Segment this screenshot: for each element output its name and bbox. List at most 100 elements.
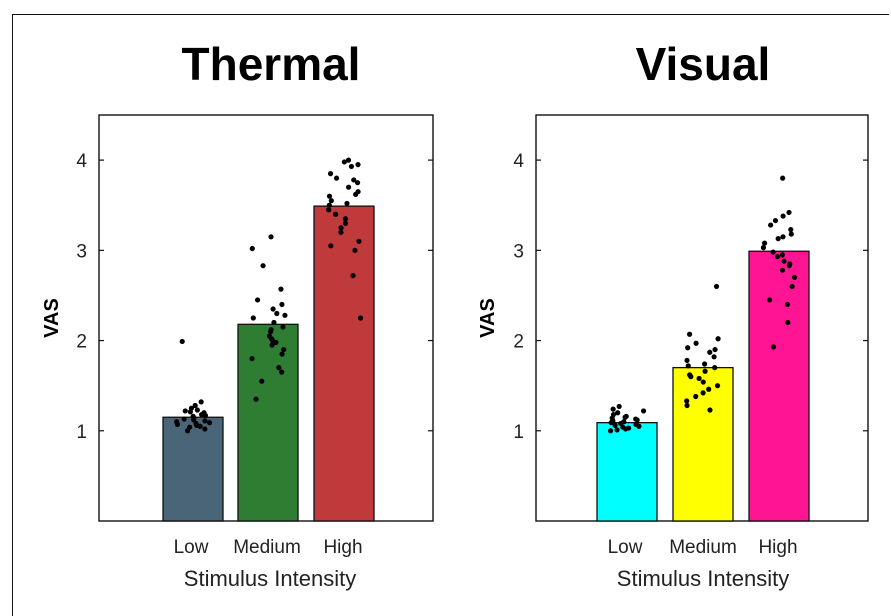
data-point: [780, 213, 786, 219]
data-point: [770, 344, 777, 350]
data-point: [772, 217, 779, 224]
y-tick-label: 4: [513, 151, 524, 172]
x-tick-label: High: [758, 537, 797, 558]
data-point: [326, 193, 333, 199]
data-point: [259, 378, 265, 384]
data-point: [784, 301, 791, 308]
data-point: [607, 428, 614, 434]
data-point: [684, 398, 690, 404]
bar-high: [313, 205, 375, 522]
data-point: [762, 240, 768, 246]
data-point: [341, 159, 347, 165]
x-tick-label: Low: [174, 537, 209, 558]
data-point: [775, 236, 781, 242]
data-point: [279, 301, 285, 308]
x-axis-label: Stimulus Intensity: [617, 566, 789, 591]
chart-title: Thermal: [182, 38, 361, 90]
data-point: [610, 406, 616, 412]
data-point: [350, 272, 356, 279]
data-point: [202, 426, 208, 432]
data-point: [356, 238, 362, 244]
data-point: [686, 331, 693, 337]
x-tick-label: High: [323, 537, 362, 558]
data-point: [333, 211, 339, 217]
data-point: [768, 222, 774, 228]
x-tick-label: Medium: [669, 537, 737, 558]
figure-frame: [12, 14, 889, 616]
data-point: [338, 225, 344, 231]
bar-low: [162, 416, 224, 522]
data-point: [249, 245, 255, 252]
data-point: [693, 340, 699, 346]
data-point: [612, 422, 618, 428]
data-point: [346, 184, 352, 190]
data-point: [342, 216, 349, 222]
data-point: [616, 403, 622, 410]
data-point: [342, 220, 349, 226]
data-point: [684, 402, 690, 409]
data-point: [770, 249, 776, 255]
data-point: [273, 339, 279, 345]
data-point: [779, 252, 785, 258]
data-point: [700, 390, 706, 396]
data-point: [712, 346, 718, 353]
data-point: [789, 283, 795, 290]
data-point: [197, 423, 203, 429]
data-point: [328, 243, 334, 249]
data-point: [268, 234, 274, 240]
data-point: [760, 245, 767, 251]
data-point: [280, 324, 286, 330]
data-point: [254, 297, 261, 303]
data-point: [623, 413, 629, 419]
data-point: [685, 345, 691, 351]
data-point: [179, 338, 185, 345]
data-point: [348, 163, 355, 170]
data-point: [626, 425, 632, 431]
y-tick-label: 3: [76, 241, 87, 262]
data-point: [706, 386, 712, 392]
data-point: [688, 374, 694, 380]
data-point: [791, 274, 798, 280]
y-tick-label: 1: [76, 422, 87, 443]
data-point: [702, 361, 708, 367]
data-point: [184, 428, 191, 434]
data-point: [202, 412, 209, 419]
data-point: [788, 226, 794, 233]
data-point: [714, 383, 721, 389]
data-point: [326, 207, 332, 213]
x-tick-label: Low: [608, 537, 643, 558]
y-tick-label: 3: [513, 241, 524, 262]
data-point: [615, 410, 621, 416]
data-point: [700, 379, 706, 385]
y-tick-label: 4: [76, 151, 87, 172]
data-point: [338, 229, 344, 235]
data-point: [250, 315, 256, 321]
data-point: [354, 180, 361, 186]
data-point: [281, 346, 287, 353]
data-point: [187, 409, 193, 415]
data-point: [685, 363, 691, 369]
data-point: [786, 209, 792, 216]
data-point: [345, 157, 352, 163]
data-point: [270, 306, 276, 312]
bar-low: [596, 422, 658, 522]
data-point: [192, 402, 198, 409]
data-point: [609, 415, 615, 421]
data-point: [711, 354, 717, 360]
bar-medium: [237, 323, 299, 522]
data-point: [781, 258, 787, 264]
data-point: [344, 200, 350, 207]
data-point: [274, 310, 280, 317]
data-point: [780, 175, 786, 181]
y-tick-label: 2: [76, 332, 87, 353]
data-point: [702, 368, 708, 374]
data-point: [352, 247, 358, 253]
data-point: [198, 399, 204, 405]
data-point: [202, 418, 208, 424]
data-point: [696, 375, 702, 382]
data-point: [614, 427, 620, 433]
data-point: [271, 319, 277, 326]
x-tick-label: Medium: [233, 537, 301, 558]
data-point: [707, 349, 713, 355]
